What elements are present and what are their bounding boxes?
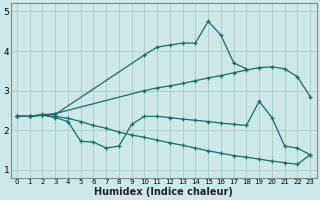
X-axis label: Humidex (Indice chaleur): Humidex (Indice chaleur) [94,187,233,197]
